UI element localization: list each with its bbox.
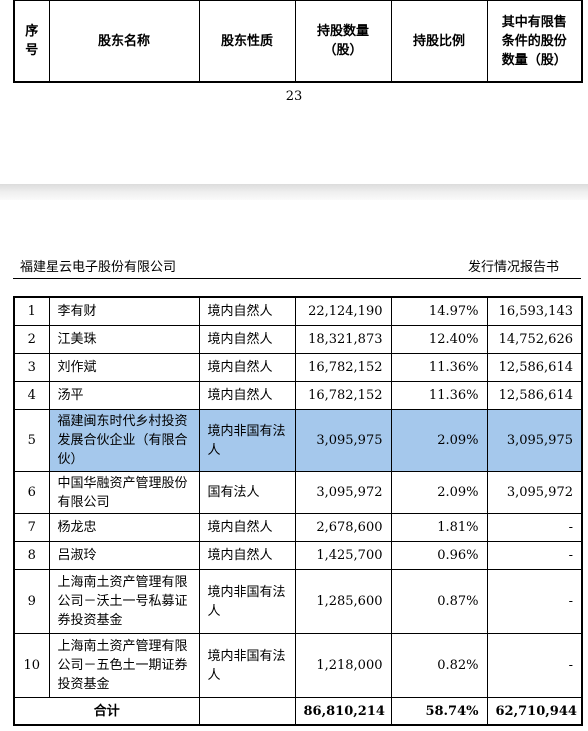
- highlighted-text: 3,095,975: [506, 433, 573, 448]
- holding-ratio: 0.96%: [390, 541, 488, 570]
- restricted-shares: -: [486, 569, 583, 634]
- shareholder-name: 汤平: [48, 381, 200, 410]
- holding-ratio: 12.40%: [390, 325, 488, 354]
- holding-ratio: 11.36%: [390, 381, 488, 410]
- restricted-shares: 12,586,614: [486, 381, 583, 410]
- shares-count: 1,218,000: [294, 633, 392, 698]
- shareholder-type: 境内非国有法人: [198, 569, 296, 634]
- holding-ratio: 14.97%: [390, 296, 488, 326]
- restricted-shares: 16,593,143: [486, 296, 583, 326]
- table-row: 6 中国华融资产管理股份有限公司 国有法人 3,095,972 2.09% 3,095,9…: [13, 471, 583, 514]
- col-header-restricted: 其中有限售 条件的股份 数量（股）: [486, 0, 583, 83]
- restricted-shares: 12,586,614: [486, 353, 583, 382]
- row-no: 9: [13, 569, 50, 634]
- row-no: 7: [13, 513, 50, 542]
- table-row: 8 吕淑玲 境内自然人 1,425,700 0.96% -: [13, 541, 583, 570]
- shareholder-name: 杨龙忠: [48, 513, 200, 542]
- total-row: 合计 86,810,214 58.74% 62,710,944: [13, 697, 583, 726]
- highlighted-text: 3,095,975: [316, 433, 383, 448]
- shares-count: 3,095,975: [294, 409, 392, 472]
- shares-count: 1,285,600: [294, 569, 392, 634]
- shareholder-name: 刘作斌: [48, 353, 200, 382]
- row-no: 8: [13, 541, 50, 570]
- page-number: 23: [285, 89, 303, 104]
- header-rule: [13, 278, 581, 279]
- company-name: 福建星云电子股份有限公司: [20, 260, 177, 275]
- table-row: 10 上海南土资产管理有限公司－五色土一期证券投资基金 境内非国有法人 1,218,0…: [13, 633, 583, 698]
- shareholder-type: 境内自然人: [198, 541, 296, 570]
- shareholder-table: 1 李有财 境内自然人 22,124,190 14.97% 16,593,143 2 江美珠境…: [13, 296, 583, 726]
- holding-ratio: 1.81%: [390, 513, 488, 542]
- highlighted-text: 境内非国有法人: [207, 423, 286, 458]
- table-row: 4 汤平 境内自然人 16,782,152 11.36% 12,586,614: [13, 381, 583, 410]
- col-header-shares: 持股数量 （股）: [294, 0, 392, 83]
- row-no: 1: [13, 296, 50, 326]
- document-title: 发行情况报告书: [467, 260, 559, 275]
- shareholder-type: 境内自然人: [198, 296, 296, 326]
- col-header-name: 股东名称: [48, 0, 200, 83]
- shareholder-type: 国有法人: [198, 471, 296, 514]
- table-row: 1 李有财 境内自然人 22,124,190 14.97% 16,593,143: [13, 296, 583, 326]
- shareholder-name: 福建闽东时代乡村投资发展合伙企业（有限合伙）: [48, 409, 200, 472]
- restricted-shares: -: [486, 633, 583, 698]
- row-no: 10: [13, 633, 50, 698]
- shareholder-type: 境内非国有法人: [198, 409, 296, 472]
- row-no: 4: [13, 381, 50, 410]
- restricted-shares: 14,752,626: [486, 325, 583, 354]
- restricted-shares: 3,095,975: [486, 409, 583, 472]
- shares-count: 1,425,700: [294, 541, 392, 570]
- highlighted-text: 2.09%: [437, 433, 479, 448]
- col-header-no: 序 号: [13, 0, 50, 83]
- shareholder-type: 境内非国有法人: [198, 633, 296, 698]
- holding-ratio: 0.82%: [390, 633, 488, 698]
- shareholder-name: 江美珠: [48, 325, 200, 354]
- shares-count: 2,678,600: [294, 513, 392, 542]
- shareholder-name: 中国华融资产管理股份有限公司: [48, 471, 200, 514]
- row-no: 3: [13, 353, 50, 382]
- shareholder-name: 吕淑玲: [48, 541, 200, 570]
- shareholder-type: 境内自然人: [198, 381, 296, 410]
- row-no: 2: [13, 325, 50, 354]
- table-row: 3 刘作斌 境内自然人 16,782,152 11.36% 12,586,614: [13, 353, 583, 382]
- highlighted-text: 5: [27, 433, 36, 448]
- table-row: 5 福建闽东时代乡村投资发展合伙企业（有限合伙） 境内非国有法人 3,095,975 2…: [13, 409, 583, 472]
- shares-count: 16,782,152: [294, 353, 392, 382]
- shares-count: 22,124,190: [294, 296, 392, 326]
- total-type-empty: [198, 697, 296, 726]
- col-header-ratio: 持股比例: [390, 0, 488, 83]
- shareholder-name: 李有财: [48, 296, 200, 326]
- table-row: 7 杨龙忠 境内自然人 2,678,600 1.81% -: [13, 513, 583, 542]
- total-restricted: 62,710,944: [486, 697, 583, 726]
- shares-count: 3,095,972: [294, 471, 392, 514]
- col-header-type: 股东性质: [198, 0, 296, 83]
- holding-ratio: 2.09%: [390, 409, 488, 472]
- shareholder-name: 上海南土资产管理有限公司－沃土一号私募证券投资基金: [48, 569, 200, 634]
- table-row: 9 上海南土资产管理有限公司－沃土一号私募证券投资基金 境内非国有法人 1,285,6…: [13, 569, 583, 634]
- restricted-shares: -: [486, 513, 583, 542]
- top-table-header: 序 号 股东名称 股东性质 持股数量 （股） 持股比例 其中有限售 条件的股份 …: [13, 0, 583, 83]
- highlighted-text: 福建闽东时代乡村投资发展合伙企业（有限合伙）: [57, 414, 188, 467]
- table-row: 2 江美珠 境内自然人 18,321,873 12.40% 14,752,626: [13, 325, 583, 354]
- row-no: 6: [13, 471, 50, 514]
- holding-ratio: 11.36%: [390, 353, 488, 382]
- shareholder-type: 境内自然人: [198, 513, 296, 542]
- shareholder-type: 境内自然人: [198, 325, 296, 354]
- holding-ratio: 0.87%: [390, 569, 488, 634]
- shareholder-name: 上海南土资产管理有限公司－五色土一期证券投资基金: [48, 633, 200, 698]
- restricted-shares: 3,095,972: [486, 471, 583, 514]
- total-shares: 86,810,214: [294, 697, 392, 726]
- shares-count: 18,321,873: [294, 325, 392, 354]
- total-ratio: 58.74%: [390, 697, 488, 726]
- holding-ratio: 2.09%: [390, 471, 488, 514]
- row-no: 5: [13, 409, 50, 472]
- restricted-shares: -: [486, 541, 583, 570]
- shares-count: 16,782,152: [294, 381, 392, 410]
- page-separator: [0, 184, 588, 200]
- total-label: 合计: [13, 697, 200, 726]
- shareholder-type: 境内自然人: [198, 353, 296, 382]
